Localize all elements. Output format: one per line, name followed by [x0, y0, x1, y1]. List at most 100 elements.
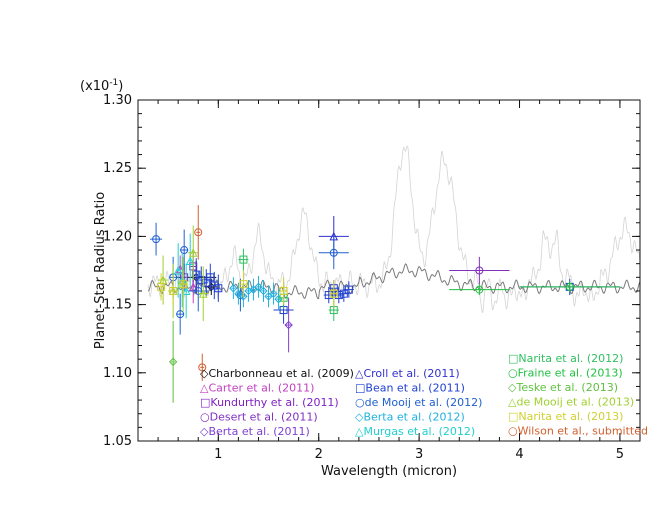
legend-label: Narita et al. (2013) [518, 410, 623, 423]
diamond-marker [234, 289, 243, 298]
triangle-legend-icon: △ [508, 396, 517, 409]
diamond-marker [269, 289, 278, 298]
circle-marker [194, 286, 203, 295]
square-marker [279, 286, 288, 295]
data-point [188, 270, 209, 312]
data-point [198, 266, 209, 321]
circle-marker [329, 248, 338, 257]
data-point [264, 285, 273, 308]
square-marker [214, 284, 223, 293]
diamond-marker [254, 282, 263, 292]
data-point [194, 205, 203, 260]
legend-entry: ○Wilson et al., submitted [508, 425, 648, 438]
triangle-marker [185, 256, 195, 265]
triangle-marker [181, 286, 191, 295]
x-axis-label: Wavelength (micron) [321, 464, 457, 479]
legend: ◇Charbonneau et al. (2009)△Carter et al.… [200, 352, 648, 438]
circle-legend-icon: ○ [508, 367, 518, 380]
model-spectrum-light [147, 145, 641, 314]
triangle-marker [188, 282, 198, 291]
x-tick-label: 3 [415, 447, 423, 462]
square-marker [329, 289, 338, 298]
circle-marker [475, 285, 484, 294]
y-tick-label: 1.25 [103, 161, 132, 176]
data-point [329, 280, 338, 308]
data-points [150, 205, 620, 403]
legend-label: Carter et al. (2011) [208, 382, 314, 395]
circle-legend-icon: ○ [355, 396, 365, 409]
legend-label: Wilson et al., submitted [518, 425, 648, 438]
triangle-marker [188, 248, 198, 257]
diamond-legend-icon: ◇ [200, 367, 209, 380]
data-point [176, 293, 185, 335]
data-point [180, 229, 189, 271]
data-point [238, 248, 249, 271]
diamond-legend-icon: ◇ [200, 425, 209, 438]
data-point [181, 263, 191, 319]
diamond-marker [259, 286, 268, 296]
data-point [249, 278, 258, 301]
circle-legend-icon: ○ [508, 425, 518, 438]
legend-entry: △Carter et al. (2011) [200, 382, 314, 395]
legend-entry: ◇Charbonneau et al. (2009) [200, 367, 354, 380]
legend-label: Desert et al. (2011) [210, 411, 318, 424]
square-marker [179, 280, 188, 289]
legend-entry: □Kundurthy et al. (2011) [200, 396, 339, 409]
square-marker [334, 291, 343, 300]
y-tick-label: 1.15 [103, 298, 132, 313]
y-tick-label: 1.20 [103, 229, 132, 244]
legend-label: de Mooij et al. (2012) [365, 396, 483, 409]
circle-legend-icon: ○ [200, 411, 210, 424]
square-marker [206, 273, 215, 282]
legend-entry: □Bean et al. (2011) [355, 382, 465, 395]
square-marker [169, 286, 178, 295]
data-point [206, 263, 215, 291]
square-marker [157, 282, 166, 291]
data-point [214, 274, 223, 302]
circle-marker [194, 228, 203, 237]
circle-marker [180, 246, 189, 255]
legend-entry: ◇Teske et al. (2013) [508, 381, 618, 394]
axis-ticks: 1 2 3 4 5 1.05 1.10 1.15 1.20 1.25 1.30 [103, 93, 641, 462]
y-tick-label: 1.10 [103, 366, 132, 381]
legend-label: Fraine et al. (2013) [518, 367, 623, 380]
data-point [210, 271, 219, 300]
plot-frame [137, 99, 641, 442]
square-legend-icon: □ [355, 382, 365, 395]
data-point [259, 280, 268, 302]
y-axis-label: Planet-Star Radius Ratio [93, 192, 108, 349]
triangle-marker [198, 289, 208, 298]
legend-entry: ◇Berta et al. (2012) [355, 411, 465, 424]
data-point [269, 282, 278, 305]
legend-label: Berta et al. (2012) [363, 411, 464, 424]
data-point [254, 275, 263, 298]
square-legend-icon: □ [200, 396, 210, 409]
diamond-legend-icon: ◇ [508, 381, 517, 394]
data-point [239, 270, 248, 298]
diamond-marker [168, 357, 178, 367]
square-legend-icon: □ [508, 352, 518, 365]
legend-entry: ○Desert et al. (2011) [200, 411, 318, 424]
legend-entry: ◇Berta et al. (2011) [200, 425, 310, 438]
legend-label: de Mooij et al. (2013) [516, 396, 634, 409]
square-marker [344, 285, 353, 294]
data-point [229, 277, 238, 300]
legend-label: Charbonneau et al. (2009) [208, 367, 354, 380]
model-spectra [147, 145, 641, 314]
x-tick-label: 5 [616, 447, 624, 462]
triangle-marker [173, 265, 183, 275]
diamond-marker [229, 284, 238, 293]
x-tick-label: 1 [214, 447, 222, 462]
data-point [338, 285, 349, 302]
data-point [318, 236, 349, 270]
data-point [234, 282, 243, 305]
y-axis-multiplier: (x10-1) [80, 78, 123, 94]
circle-marker [475, 266, 484, 275]
circle-marker [565, 282, 574, 291]
diamond-legend-icon: ◇ [355, 411, 364, 424]
data-point [173, 243, 183, 298]
circle-marker [198, 363, 207, 372]
diamond-marker [239, 292, 248, 301]
legend-entry: □Narita et al. (2012) [508, 352, 623, 365]
legend-label: Murgas et al. (2012) [363, 425, 475, 438]
